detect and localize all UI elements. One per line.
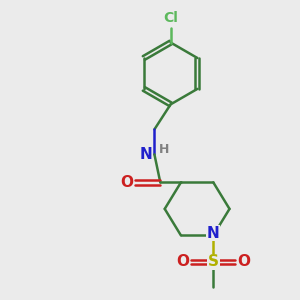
Text: N: N: [140, 147, 152, 162]
Text: O: O: [176, 254, 189, 269]
Text: N: N: [207, 226, 220, 241]
Text: O: O: [238, 254, 251, 269]
Text: H: H: [159, 143, 169, 157]
Text: Cl: Cl: [163, 11, 178, 26]
Text: S: S: [208, 254, 219, 269]
Text: O: O: [120, 175, 133, 190]
